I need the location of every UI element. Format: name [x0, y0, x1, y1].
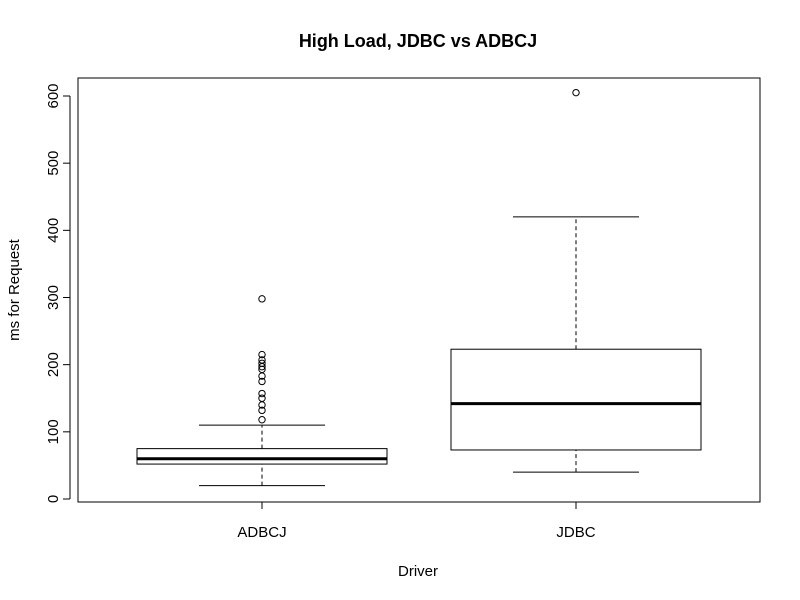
outlier-point [258, 377, 266, 386]
y-axis-label: ms for Request [6, 238, 23, 341]
box-adbcj [136, 295, 388, 487]
chart-title: High Load, JDBC vs ADBCJ [299, 31, 537, 51]
outlier-point [258, 406, 266, 415]
outlier-point [572, 88, 580, 97]
y-tick-label: 500 [45, 151, 62, 176]
y-tick-label: 0 [45, 495, 62, 503]
outlier-point [258, 416, 266, 424]
box-iqr [136, 448, 388, 465]
x-tick-label: JDBC [556, 524, 595, 541]
y-tick-label: 200 [45, 352, 62, 377]
y-tick-label: 300 [45, 285, 62, 310]
outlier-point [258, 359, 266, 368]
y-tick-label: 400 [45, 218, 62, 243]
box-jdbc [450, 88, 702, 473]
y-tick-label: 600 [45, 83, 62, 108]
boxes-layer [136, 88, 702, 487]
outlier-point [258, 394, 266, 402]
outlier-point [258, 356, 266, 364]
outlier-point [258, 295, 266, 303]
box-iqr [450, 348, 702, 451]
x-axis: ADBCJ JDBC [237, 501, 596, 541]
y-tick-label: 100 [45, 419, 62, 444]
y-axis: 0 100 200 300 400 500 600 [45, 83, 71, 503]
outlier-point [258, 350, 266, 359]
outlier-point [258, 389, 266, 398]
x-tick-label: ADBCJ [237, 524, 286, 541]
x-axis-label: Driver [398, 563, 438, 580]
